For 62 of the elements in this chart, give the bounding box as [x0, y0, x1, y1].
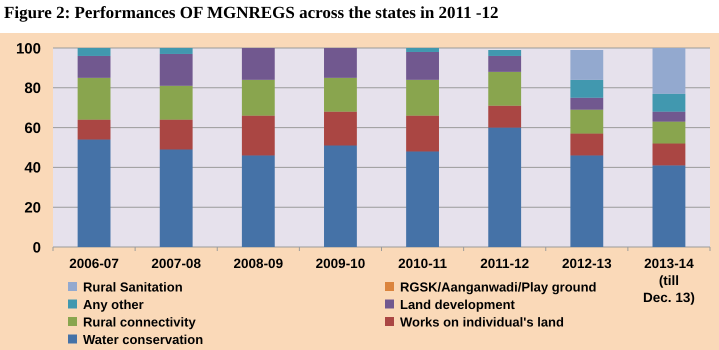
bar [242, 155, 275, 247]
y-tick-label: 20 [24, 199, 41, 216]
bar [78, 78, 110, 120]
x-tick-label: 2012-13 [562, 256, 612, 271]
bar [242, 80, 275, 116]
bar [406, 52, 439, 80]
bar [406, 151, 439, 247]
bar [78, 48, 110, 56]
bar [652, 112, 686, 122]
bar [160, 120, 193, 150]
bar [406, 80, 439, 116]
bar [406, 116, 439, 152]
x-tick-label: 2013-14 (till Dec. 13) [643, 256, 695, 305]
bar [570, 50, 604, 80]
legend-label: RGSK/Aanganwadi/Play ground [400, 280, 597, 295]
bar [324, 146, 357, 247]
bar [160, 149, 193, 247]
y-tick-label: 0 [32, 239, 41, 256]
x-tick-label: 2006-07 [69, 256, 119, 271]
bar [78, 120, 110, 140]
bar [652, 165, 686, 247]
chart-title: Figure 2: Performances OF MGNREGS across the states in 2011 -12 [4, 3, 499, 22]
bar [406, 48, 439, 52]
y-tick-label: 40 [24, 160, 41, 177]
bar [570, 155, 604, 247]
bar [78, 56, 110, 78]
x-tick-label: 2008-09 [234, 256, 284, 271]
legend-label: Rural Sanitation [83, 280, 183, 295]
bar [242, 116, 275, 156]
y-tick-label: 60 [24, 120, 41, 137]
legend-label: Any other [83, 297, 144, 312]
legend-label: Works on individual's land [400, 314, 564, 330]
bar [570, 98, 604, 110]
bar [242, 48, 275, 80]
bar [488, 128, 522, 247]
x-tick-label: 2009-10 [316, 256, 366, 271]
y-tick-label: 80 [24, 80, 41, 98]
bar [652, 94, 686, 112]
bar [488, 56, 522, 72]
bar [160, 48, 193, 54]
bar [324, 112, 357, 146]
bar [652, 122, 686, 144]
bar [160, 54, 193, 86]
bar [488, 106, 522, 128]
bar [652, 144, 686, 166]
bar [570, 80, 604, 98]
x-tick-label: 2010-11 [398, 256, 448, 271]
bar [570, 134, 604, 156]
bar [324, 78, 357, 112]
legend-label: Water conservation [83, 332, 204, 348]
bar [324, 48, 357, 78]
x-tick-label: 2011-12 [480, 256, 530, 271]
bar [652, 48, 686, 94]
bar [570, 110, 604, 134]
legend-label: Land development [400, 297, 516, 312]
bar [160, 86, 193, 120]
y-tick-label: 100 [16, 40, 41, 58]
x-tick-label: 2007-08 [151, 256, 202, 271]
bar [78, 140, 110, 247]
bar [488, 50, 522, 56]
bar [488, 72, 522, 106]
legend-label: Rural connectivity [83, 314, 196, 330]
